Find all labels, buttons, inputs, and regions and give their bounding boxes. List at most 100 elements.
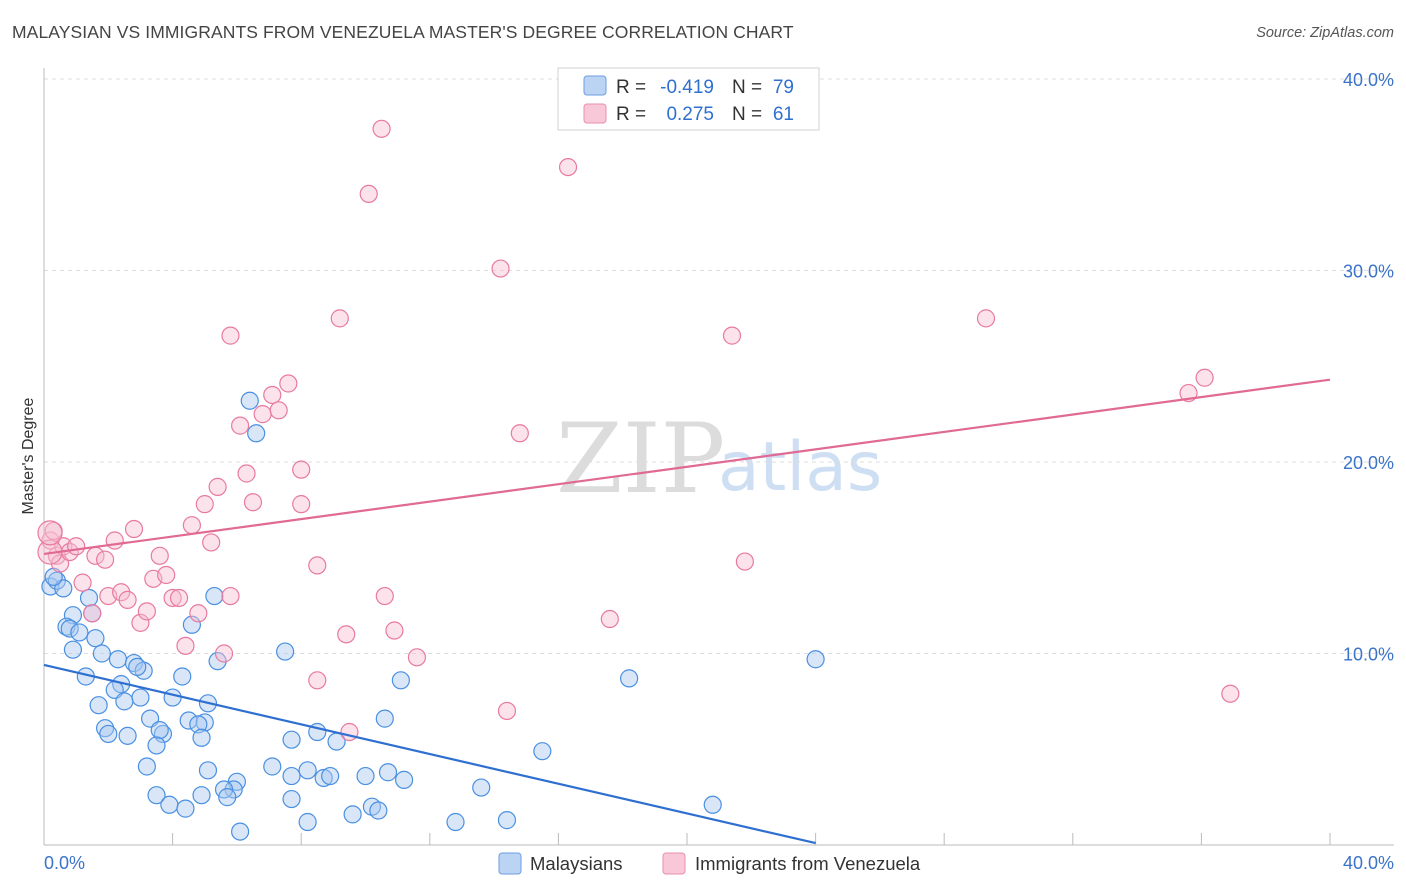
malaysians-point — [147, 786, 166, 805]
venezuela-point — [292, 460, 311, 479]
y-axis-label: Master's Degree — [20, 397, 37, 514]
malaysians-point — [282, 730, 301, 749]
legend-swatch-venezuela — [583, 103, 607, 124]
y-tick-label-10: 10.0% — [1343, 645, 1394, 665]
source-label: Source: ZipAtlas.com — [1256, 25, 1394, 41]
malaysians-point — [195, 713, 214, 732]
venezuela-point — [202, 533, 221, 552]
venezuela-point — [600, 609, 619, 629]
venezuela-point — [558, 157, 578, 177]
watermark-atlas: atlas — [718, 428, 882, 507]
malaysians-point — [79, 588, 99, 608]
malaysians-point — [147, 736, 166, 755]
malaysians-point — [497, 811, 517, 830]
venezuela-point — [1195, 368, 1214, 387]
malaysians-point — [205, 586, 224, 606]
venezuela-point — [407, 648, 427, 667]
malaysians-point — [247, 424, 266, 443]
legend-n-label-1: N = — [732, 104, 762, 125]
malaysians-point — [118, 726, 137, 745]
venezuela-point — [221, 326, 240, 345]
venezuela-point — [221, 586, 240, 606]
malaysians-point — [108, 650, 128, 669]
venezuela-point — [95, 550, 115, 569]
malaysians-point — [176, 799, 195, 818]
venezuela-point — [497, 701, 517, 721]
venezuela-point — [279, 374, 298, 393]
venezuela-point — [195, 495, 214, 514]
malaysians-point — [89, 696, 108, 715]
venezuela-point — [292, 495, 311, 514]
venezuela-point — [385, 621, 404, 640]
chart-title: MALAYSIAN VS IMMIGRANTS FROM VENEZUELA M… — [12, 22, 794, 42]
malaysians-point — [99, 724, 118, 744]
malaysians-point — [703, 795, 722, 814]
malaysians-point — [189, 715, 208, 734]
venezuela-point — [375, 586, 394, 606]
venezuela-point — [131, 613, 150, 632]
series-legend-swatch-venezuela — [662, 852, 686, 875]
venezuela-point — [510, 424, 529, 443]
venezuela-point — [208, 477, 227, 496]
venezuela-point — [37, 520, 63, 546]
malaysians-point — [115, 692, 134, 711]
malaysians-point — [86, 629, 105, 648]
venezuela-point — [124, 519, 144, 539]
malaysians-point — [533, 742, 552, 761]
malaysians-point — [806, 650, 825, 669]
venezuela-point — [83, 604, 102, 623]
malaysians-point — [192, 786, 211, 805]
malaysians-point — [391, 671, 410, 690]
venezuela-point — [330, 309, 349, 328]
malaysians-point — [198, 761, 218, 780]
malaysians-point — [375, 709, 394, 728]
venezuela-point — [176, 636, 195, 655]
malaysians-point — [173, 667, 192, 686]
malaysians-point — [378, 763, 398, 782]
grid — [44, 78, 1394, 654]
venezuela-point — [337, 625, 356, 644]
malaysians-point — [137, 757, 156, 776]
legend-swatch-malaysians — [583, 75, 607, 96]
y-tick-labels: 10.0% 20.0% 30.0% 40.0% — [1343, 70, 1394, 665]
venezuela-point — [243, 493, 263, 512]
venezuela-point — [118, 590, 137, 609]
venezuela-point — [359, 184, 378, 203]
malaysians-point — [163, 688, 182, 707]
malaysians-point — [150, 720, 169, 740]
venezuela-point — [214, 644, 234, 663]
x-tick-label-max: 40.0% — [1343, 853, 1394, 873]
malaysians-point — [472, 778, 491, 797]
venezuela-point — [1221, 684, 1240, 703]
venezuela-point — [263, 385, 282, 405]
malaysians-point — [343, 805, 362, 824]
malaysians-point — [128, 657, 147, 677]
malaysians-point — [70, 623, 89, 642]
malaysians-point — [356, 766, 375, 786]
venezuela-point — [269, 401, 288, 420]
y-tick-label-40: 40.0% — [1343, 70, 1394, 90]
venezuela-point — [231, 416, 250, 435]
malaysians-trend-line — [43, 663, 816, 845]
venezuela-point — [491, 259, 510, 278]
venezuela-point — [137, 602, 156, 621]
malaysians-point — [179, 711, 198, 730]
venezuela-trend-line — [43, 378, 1331, 556]
legend-n-value-1: 61 — [773, 104, 794, 125]
series-legend-swatch-malaysians — [498, 852, 522, 875]
legend-n-value-0: 79 — [773, 77, 794, 98]
venezuela-point — [182, 516, 201, 535]
venezuela-point — [253, 405, 272, 424]
venezuela-point — [722, 326, 742, 345]
venezuela-point — [105, 531, 124, 550]
y-tick-label-20: 20.0% — [1343, 453, 1394, 473]
venezuela-point — [157, 565, 176, 585]
malaysians-point — [282, 789, 301, 809]
venezuela-point — [735, 552, 754, 571]
legend-r-label-1: R = — [616, 104, 646, 125]
malaysians-point — [160, 795, 179, 814]
malaysians-point — [63, 606, 83, 625]
malaysians-point — [394, 770, 414, 789]
stats-legend: R = -0.419 N = 79 R = 0.275 N = 61 — [557, 67, 820, 131]
